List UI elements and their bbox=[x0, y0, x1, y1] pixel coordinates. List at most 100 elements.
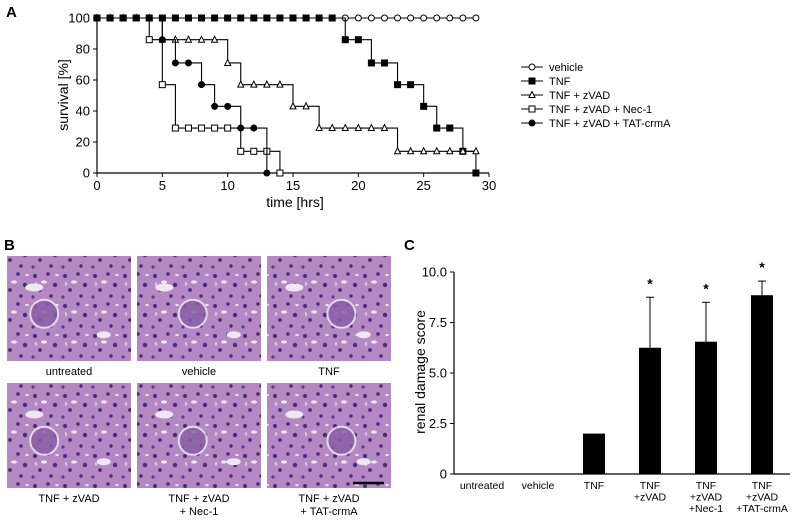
legend-label: TNF bbox=[549, 76, 571, 88]
data-point bbox=[472, 169, 480, 177]
data-point bbox=[276, 80, 284, 88]
micrograph-label: vehicle bbox=[182, 366, 216, 378]
glomerulus bbox=[326, 425, 357, 456]
data-point bbox=[249, 80, 258, 88]
data-point bbox=[263, 169, 271, 177]
significance-marker: * bbox=[703, 280, 709, 296]
data-point bbox=[263, 14, 271, 22]
legend-marker bbox=[528, 105, 536, 113]
data-point bbox=[145, 36, 153, 44]
data-point bbox=[354, 36, 362, 44]
data-point bbox=[171, 14, 179, 22]
renal-y-tick-label: 2.5 bbox=[429, 416, 447, 431]
series-line bbox=[97, 17, 477, 173]
data-point bbox=[394, 81, 402, 89]
survival-y-tick-label: 20 bbox=[76, 135, 90, 150]
tubule-lumen bbox=[25, 283, 44, 292]
data-point bbox=[263, 80, 271, 88]
legend-label: TNF + zVAD bbox=[549, 90, 610, 102]
tubule-lumen bbox=[285, 410, 304, 419]
glomerulus bbox=[29, 425, 60, 456]
legend-item: TNF bbox=[521, 76, 571, 88]
legend-item: TNF + zVAD bbox=[521, 90, 610, 102]
survival-x-tick-label: 25 bbox=[416, 178, 430, 193]
data-point bbox=[210, 35, 219, 43]
data-point bbox=[184, 124, 192, 132]
data-point bbox=[472, 14, 480, 22]
tubule-lumen bbox=[356, 458, 371, 466]
data-point bbox=[393, 146, 402, 155]
renal-y-tick-label: 0 bbox=[440, 467, 447, 482]
survival-y-tick-label: 80 bbox=[76, 42, 90, 57]
data-point bbox=[197, 35, 206, 43]
data-point bbox=[158, 36, 166, 44]
legend-item: TNF + zVAD + TAT-crmA bbox=[521, 118, 671, 130]
data-point bbox=[341, 36, 349, 44]
tubule-lumen bbox=[96, 458, 111, 466]
glomerulus bbox=[177, 425, 208, 456]
data-point bbox=[302, 101, 310, 110]
data-point bbox=[198, 81, 206, 89]
data-point bbox=[184, 14, 192, 22]
data-point bbox=[406, 146, 415, 155]
data-point bbox=[380, 59, 388, 67]
micrograph-tile: TNF + zVAD+ Nec-1 bbox=[137, 383, 261, 518]
data-point bbox=[93, 14, 101, 22]
survival-x-tick-label: 10 bbox=[220, 178, 234, 193]
tubule-lumen bbox=[155, 283, 174, 292]
legend-marker bbox=[528, 90, 536, 98]
data-point bbox=[380, 14, 388, 22]
survival-y-tick-label: 0 bbox=[83, 166, 90, 181]
data-point bbox=[445, 146, 454, 155]
micrograph-label: untreated bbox=[46, 366, 92, 378]
micrograph-image bbox=[7, 256, 131, 361]
bar bbox=[695, 341, 717, 474]
micrograph-tile: untreated bbox=[7, 256, 131, 378]
data-point bbox=[145, 14, 153, 22]
survival-chart: survival [%] time [hrs] 0 20 40 60 80 100 0 5 10… bbox=[55, 11, 671, 211]
data-point bbox=[250, 14, 258, 22]
data-point bbox=[472, 146, 480, 155]
renal-y-tick-label: 10.0 bbox=[422, 265, 447, 280]
data-point bbox=[158, 81, 166, 89]
micrograph-label: TNF + zVAD bbox=[168, 493, 229, 505]
micrograph-tile: TNF + zVAD bbox=[7, 383, 131, 505]
survival-x-tick-label: 15 bbox=[286, 178, 300, 193]
micrograph-label: + TAT-crmA bbox=[300, 506, 358, 518]
survival-y-tick-label: 100 bbox=[68, 11, 90, 26]
micrograph-label: + Nec-1 bbox=[180, 506, 219, 518]
category-label: TNF bbox=[752, 480, 772, 492]
bar bbox=[583, 433, 605, 474]
data-point bbox=[223, 58, 232, 66]
data-point bbox=[211, 102, 219, 110]
survival-x-axis-label: time [hrs] bbox=[266, 194, 324, 210]
legend-item: vehicle bbox=[521, 62, 583, 74]
data-point bbox=[250, 147, 258, 155]
legend-label: TNF + zVAD + Nec-1 bbox=[549, 104, 652, 116]
data-point bbox=[459, 14, 467, 22]
data-point bbox=[224, 102, 232, 110]
data-point bbox=[276, 169, 284, 177]
data-point bbox=[289, 101, 297, 110]
bar bbox=[639, 347, 661, 474]
data-point bbox=[184, 59, 192, 67]
glomerulus bbox=[326, 298, 357, 329]
data-point bbox=[198, 14, 206, 22]
legend-label: vehicle bbox=[549, 62, 583, 74]
data-point bbox=[420, 14, 428, 22]
category-label: +TAT-crmA bbox=[736, 503, 788, 515]
data-point bbox=[328, 123, 337, 132]
data-point bbox=[276, 14, 284, 22]
legend-marker bbox=[528, 77, 536, 85]
data-point bbox=[367, 59, 375, 67]
survival-y-tick-label: 60 bbox=[76, 73, 90, 88]
bar bbox=[751, 295, 773, 474]
survival-x-tick-label: 5 bbox=[159, 178, 166, 193]
data-point bbox=[419, 146, 428, 155]
data-point bbox=[224, 14, 232, 22]
series-tnf bbox=[93, 14, 480, 177]
data-point bbox=[354, 14, 362, 22]
glomerulus bbox=[29, 298, 60, 329]
